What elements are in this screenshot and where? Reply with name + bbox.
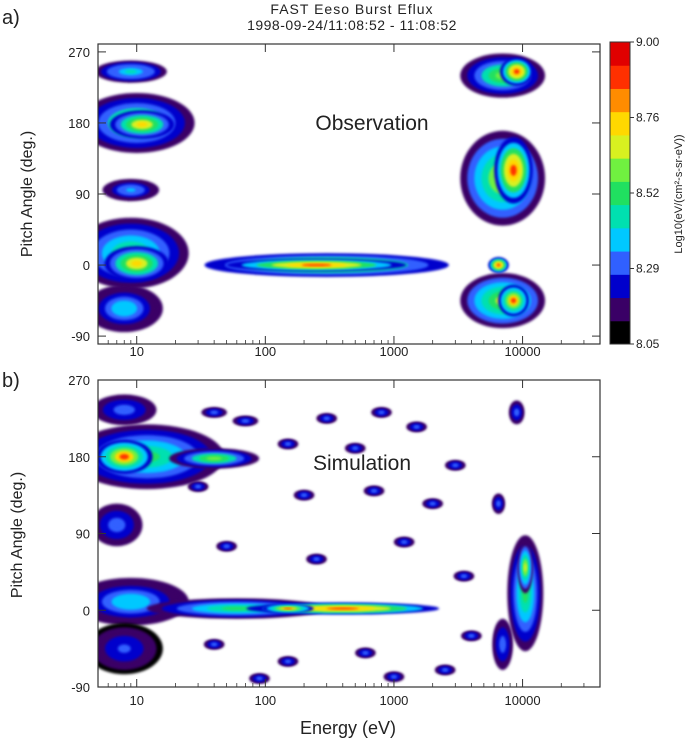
x-tick-label-b-0: 10: [129, 693, 143, 708]
heatmap-cell-b-6-5: [117, 644, 131, 653]
colorbar-tick-label-0: 9.00: [636, 35, 660, 49]
panel-a-ylabel: Pitch Angle (deg.): [19, 131, 36, 257]
x-tick-label-a-3: 10000: [504, 344, 540, 359]
heatmap-cell-b-16-5: [243, 420, 248, 422]
y-tick-label-a-0: -90: [71, 329, 90, 344]
heatmap-cell-a-1-5: [136, 122, 148, 127]
heatmap-cell-b-18-5: [324, 417, 329, 420]
x-tick-label-b-1: 100: [254, 693, 276, 708]
panel-b-annotation: Simulation: [313, 452, 411, 475]
heatmap-cell-b-27-5: [224, 545, 229, 548]
panel-b-axes: 10 100 1000 10000 -90 0 90 180 270: [68, 373, 601, 708]
colorbar-swatch-11: [610, 65, 630, 89]
colorbar-tick-label-3: 8.29: [636, 262, 660, 276]
y-tick-label-b-0: -90: [71, 680, 90, 695]
x-tick-label-a-2: 1000: [379, 344, 408, 359]
heatmap-cell-b-24-5: [302, 494, 306, 497]
heatmap-cell-b-31-5: [212, 643, 216, 646]
colorbar: 9.00 8.76 8.52 8.29 8.05: [609, 35, 660, 351]
panel-b-label: b): [2, 370, 20, 392]
panel-b-heatmap: [98, 394, 544, 684]
heatmap-cell-b-35-5: [469, 634, 474, 637]
panel-a-label: a): [2, 7, 20, 29]
colorbar-swatch-8: [610, 134, 630, 159]
colorbar-swatch-10: [610, 88, 630, 113]
colorbar-swatch-6: [610, 181, 630, 206]
colorbar-tick-label-2: 8.52: [636, 186, 660, 200]
heatmap-cell-b-17-5: [286, 443, 290, 445]
heatmap-cell-b-2-5: [206, 456, 222, 461]
heatmap-cell-b-5-5: [121, 597, 141, 606]
heatmap-cell-b-30-5: [462, 575, 466, 578]
colorbar-swatch-9: [610, 111, 630, 136]
heatmap-cell-a-2-5: [124, 69, 137, 74]
heatmap-cell-b-29-5: [402, 541, 406, 543]
heatmap-cell-b-36-5: [257, 677, 262, 680]
heatmap-cell-b-26-5: [430, 502, 435, 505]
y-tick-label-a-1: 0: [83, 258, 90, 273]
heatmap-cell-b-22-5: [453, 464, 458, 467]
heatmap-cell-b-4-5: [112, 521, 122, 529]
heatmap-cell-b-11-5: [523, 563, 527, 572]
heatmap-cell-b-3-5: [118, 407, 130, 413]
heatmap-cell-a-15-5: [496, 263, 501, 267]
heatmap-cell-b-33-5: [363, 651, 368, 654]
heatmap-cell-b-1-5: [119, 453, 129, 460]
heatmap-cell-b-25-5: [372, 489, 376, 492]
colorbar-swatch-3: [610, 251, 630, 275]
header-line-2: 1998-09-24/11:08:52 - 11:08:52: [247, 17, 457, 33]
colorbar-label: Log10(eV/(cm²-s-sr-eV)): [673, 134, 685, 253]
x-tick-label-a-0: 10: [129, 344, 143, 359]
panel-a-axes: 10 100 1000 10000 -90 0 90 180 270: [68, 44, 601, 359]
heatmap-cell-a-8-5: [301, 263, 332, 267]
heatmap-cell-b-13-5: [497, 501, 500, 506]
y-tick-label-a-3: 180: [68, 116, 90, 131]
y-tick-label-b-1: 0: [83, 603, 90, 618]
colorbar-swatch-2: [610, 274, 630, 299]
heatmap-cell-b-32-5: [286, 660, 290, 663]
x-tick-label-a-1: 100: [254, 344, 276, 359]
colorbar-tick-label-4: 8.05: [636, 337, 660, 351]
heatmap-cell-b-19-5: [353, 447, 357, 450]
heatmap-cell-b-9-5: [283, 607, 293, 610]
colorbar-swatch-4: [610, 227, 630, 252]
heatmap-cell-a-5-5: [131, 260, 143, 267]
panel-b-ylabel: Pitch Angle (deg.): [9, 472, 26, 598]
heatmap-cell-a-14-5: [510, 297, 517, 304]
colorbar-swatch-1: [610, 297, 630, 322]
colorbar-tick-label-1: 8.76: [636, 111, 660, 125]
heatmap-cell-a-12-5: [513, 69, 520, 75]
heatmap-cell-a-6-5: [117, 304, 131, 313]
y-tick-label-b-4: 270: [68, 373, 90, 388]
y-tick-label-b-3: 180: [68, 450, 90, 465]
heatmap-cell-b-28-5: [314, 558, 319, 560]
colorbar-swatch-12: [610, 42, 630, 66]
y-tick-label-a-4: 270: [68, 45, 90, 60]
colorbar-swatch-5: [610, 204, 630, 229]
colorbar-swatch-7: [610, 158, 630, 182]
heatmap-cell-b-34-5: [443, 669, 447, 671]
heatmap-cell-b-23-5: [196, 485, 200, 488]
y-tick-label-b-2: 90: [76, 527, 90, 542]
y-tick-label-a-2: 90: [76, 187, 90, 202]
heatmap-cell-b-15-5: [212, 411, 217, 414]
heatmap-cell-a-3-5: [126, 188, 136, 192]
heatmap-cell-b-21-5: [414, 426, 419, 428]
panel-b-xlabel: Energy (eV): [300, 718, 396, 738]
x-tick-label-b-3: 10000: [504, 693, 540, 708]
heatmap-cell-b-14-5: [515, 410, 518, 415]
heatmap-cell-b-7-5: [221, 606, 252, 611]
heatmap-cell-b-12-5: [500, 640, 505, 649]
panel-a-annotation: Observation: [315, 112, 428, 135]
heatmap-cell-a-10-5: [510, 164, 517, 176]
colorbar-swatch-0: [610, 320, 630, 345]
header-line-1: FAST Eeso Burst Eflux: [270, 1, 433, 17]
heatmap-cell-b-20-5: [379, 411, 384, 414]
x-tick-label-b-2: 1000: [379, 693, 408, 708]
heatmap-cell-b-8-5: [326, 607, 359, 610]
heatmap-cell-b-37-5: [392, 675, 396, 678]
panel-a-heatmap: [98, 53, 546, 333]
